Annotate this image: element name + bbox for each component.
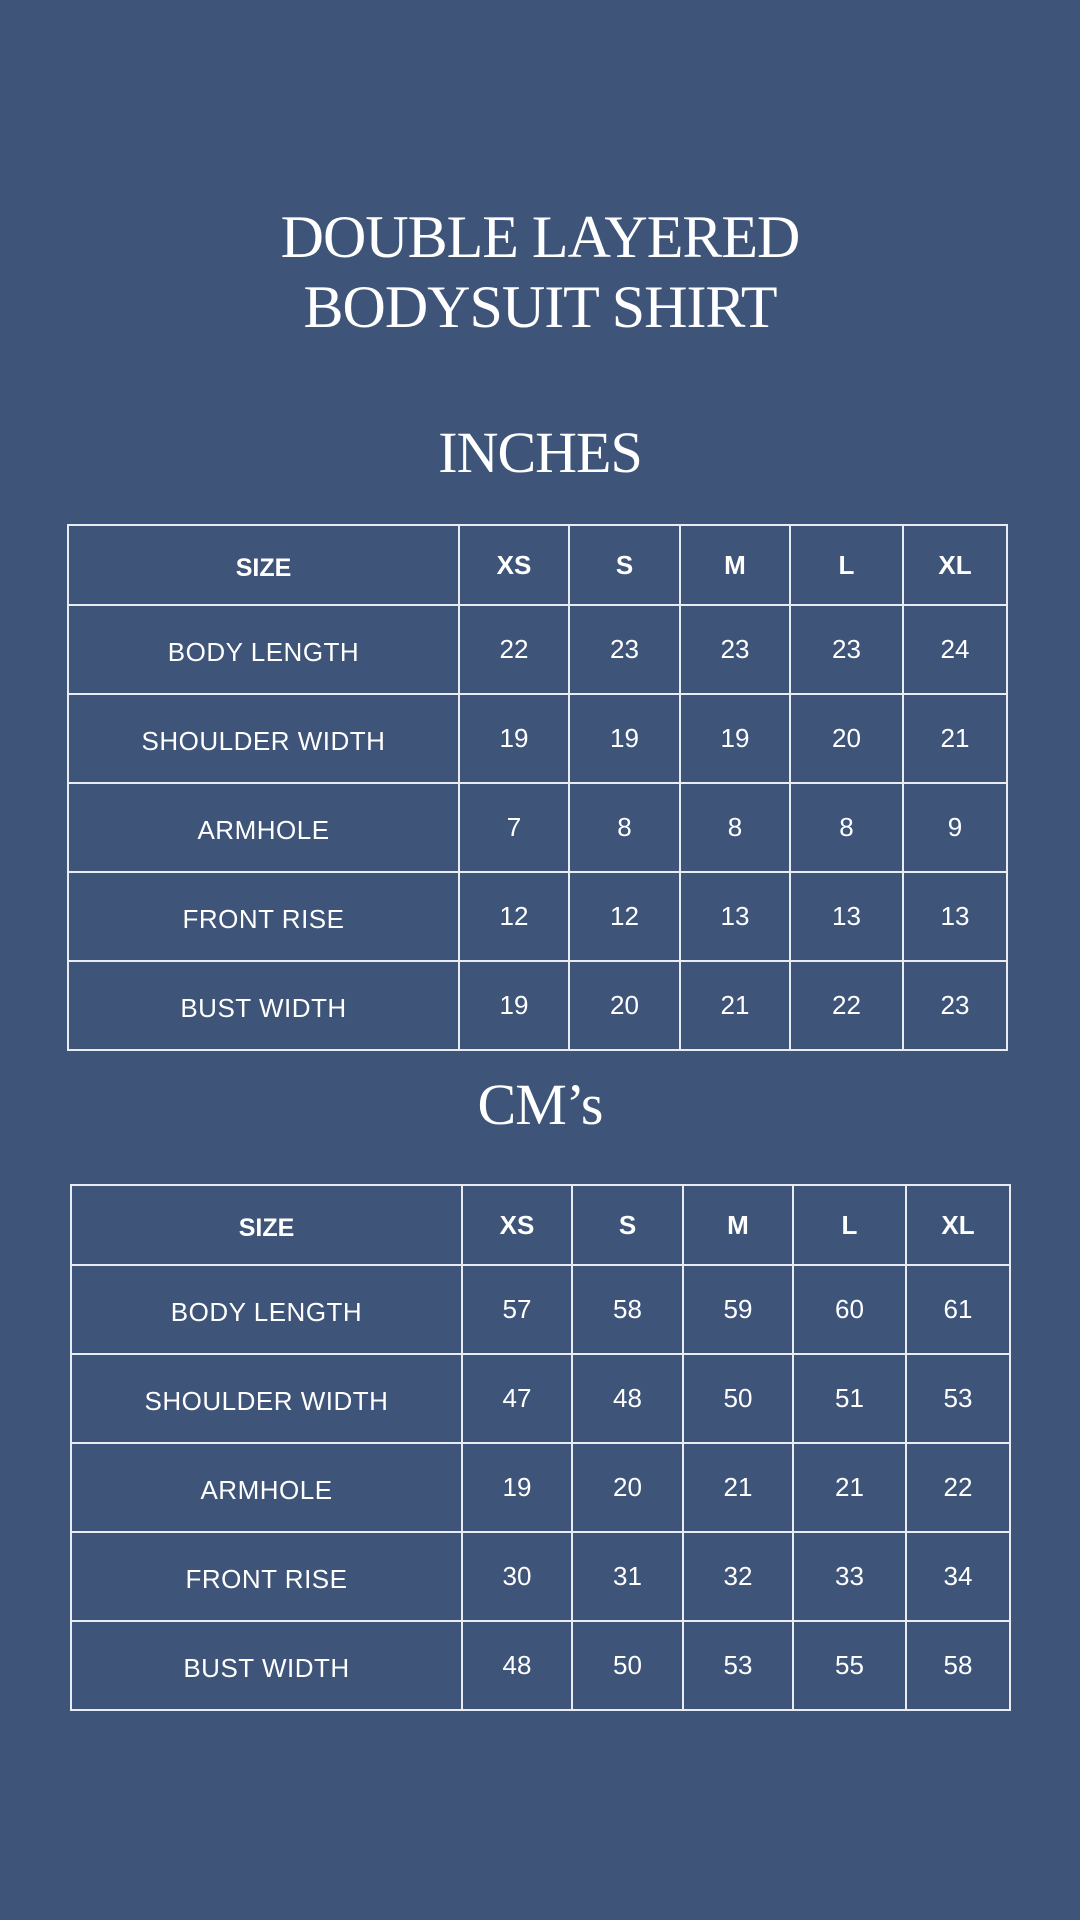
measurement-cell: 23 <box>679 604 791 695</box>
row-label: SHOULDER WIDTH <box>67 693 460 784</box>
header-row: SIZE XS S M L XL <box>67 524 1008 606</box>
table-row: BODY LENGTH 22 23 23 23 24 <box>67 604 1008 695</box>
measurement-cell: 53 <box>905 1353 1011 1444</box>
column-header-m: M <box>682 1184 794 1266</box>
column-header-s: S <box>568 524 681 606</box>
measurement-cell: 19 <box>461 1442 573 1533</box>
page-title-line-1: DOUBLE LAYERED <box>280 204 801 270</box>
measurement-cell: 19 <box>458 960 570 1051</box>
measurement-cell: 61 <box>905 1264 1011 1355</box>
inches-size-table: SIZE XS S M L XL BODY LENGTH 22 23 23 23 24 SHOULDER… <box>67 524 1008 1051</box>
measurement-cell: 32 <box>682 1531 794 1622</box>
measurement-cell: 19 <box>679 693 791 784</box>
measurement-cell: 23 <box>789 604 904 695</box>
column-header-s: S <box>571 1184 684 1266</box>
cm-size-table: SIZE XS S M L XL BODY LENGTH 57 58 59 60 61 SHOULDER… <box>70 1184 1011 1711</box>
measurement-cell: 8 <box>568 782 681 873</box>
measurement-cell: 20 <box>789 693 904 784</box>
measurement-cell: 13 <box>789 871 904 962</box>
measurement-cell: 47 <box>461 1353 573 1444</box>
cm-heading: CM’s <box>477 1072 604 1137</box>
row-label: ARMHOLE <box>67 782 460 873</box>
measurement-cell: 8 <box>789 782 904 873</box>
measurement-cell: 22 <box>458 604 570 695</box>
measurement-cell: 12 <box>458 871 570 962</box>
measurement-cell: 22 <box>789 960 904 1051</box>
column-header-l: L <box>789 524 904 606</box>
measurement-cell: 9 <box>902 782 1008 873</box>
measurement-cell: 23 <box>568 604 681 695</box>
measurement-cell: 20 <box>568 960 681 1051</box>
table-row: BUST WIDTH 19 20 21 22 23 <box>67 960 1008 1051</box>
table-row: ARMHOLE 7 8 8 8 9 <box>67 782 1008 873</box>
measurement-cell: 20 <box>571 1442 684 1533</box>
measurement-cell: 57 <box>461 1264 573 1355</box>
measurement-cell: 21 <box>679 960 791 1051</box>
table-row: ARMHOLE 19 20 21 21 22 <box>70 1442 1011 1533</box>
measurement-cell: 51 <box>792 1353 907 1444</box>
column-header-xs: XS <box>458 524 570 606</box>
measurement-cell: 22 <box>905 1442 1011 1533</box>
column-header-l: L <box>792 1184 907 1266</box>
page-title-line-2: BODYSUIT SHIRT <box>303 274 777 340</box>
measurement-cell: 23 <box>902 960 1008 1051</box>
measurement-cell: 21 <box>792 1442 907 1533</box>
measurement-cell: 8 <box>679 782 791 873</box>
table-row: SHOULDER WIDTH 19 19 19 20 21 <box>67 693 1008 784</box>
measurement-cell: 48 <box>461 1620 573 1711</box>
row-label: BUST WIDTH <box>70 1620 463 1711</box>
table-row: FRONT RISE 12 12 13 13 13 <box>67 871 1008 962</box>
measurement-cell: 12 <box>568 871 681 962</box>
measurement-cell: 33 <box>792 1531 907 1622</box>
row-label: FRONT RISE <box>70 1531 463 1622</box>
measurement-cell: 58 <box>905 1620 1011 1711</box>
row-label: FRONT RISE <box>67 871 460 962</box>
measurement-cell: 19 <box>458 693 570 784</box>
row-label: BUST WIDTH <box>67 960 460 1051</box>
row-label: BODY LENGTH <box>70 1264 463 1355</box>
measurement-cell: 50 <box>682 1353 794 1444</box>
measurement-cell: 31 <box>571 1531 684 1622</box>
measurement-cell: 50 <box>571 1620 684 1711</box>
measurement-cell: 34 <box>905 1531 1011 1622</box>
header-row: SIZE XS S M L XL <box>70 1184 1011 1266</box>
measurement-cell: 13 <box>902 871 1008 962</box>
table-row: BUST WIDTH 48 50 53 55 58 <box>70 1620 1011 1711</box>
measurement-cell: 21 <box>682 1442 794 1533</box>
column-header-size: SIZE <box>70 1184 463 1266</box>
column-header-m: M <box>679 524 791 606</box>
table-row: BODY LENGTH 57 58 59 60 61 <box>70 1264 1011 1355</box>
column-header-xl: XL <box>902 524 1008 606</box>
row-label: BODY LENGTH <box>67 604 460 695</box>
measurement-cell: 7 <box>458 782 570 873</box>
row-label: ARMHOLE <box>70 1442 463 1533</box>
measurement-cell: 30 <box>461 1531 573 1622</box>
measurement-cell: 21 <box>902 693 1008 784</box>
inches-heading: INCHES <box>438 420 642 485</box>
measurement-cell: 60 <box>792 1264 907 1355</box>
measurement-cell: 55 <box>792 1620 907 1711</box>
measurement-cell: 58 <box>571 1264 684 1355</box>
measurement-cell: 59 <box>682 1264 794 1355</box>
column-header-xs: XS <box>461 1184 573 1266</box>
table-row: SHOULDER WIDTH 47 48 50 51 53 <box>70 1353 1011 1444</box>
measurement-cell: 53 <box>682 1620 794 1711</box>
row-label: SHOULDER WIDTH <box>70 1353 463 1444</box>
measurement-cell: 48 <box>571 1353 684 1444</box>
column-header-xl: XL <box>905 1184 1011 1266</box>
measurement-cell: 19 <box>568 693 681 784</box>
table-row: FRONT RISE 30 31 32 33 34 <box>70 1531 1011 1622</box>
measurement-cell: 13 <box>679 871 791 962</box>
column-header-size: SIZE <box>67 524 460 606</box>
measurement-cell: 24 <box>902 604 1008 695</box>
